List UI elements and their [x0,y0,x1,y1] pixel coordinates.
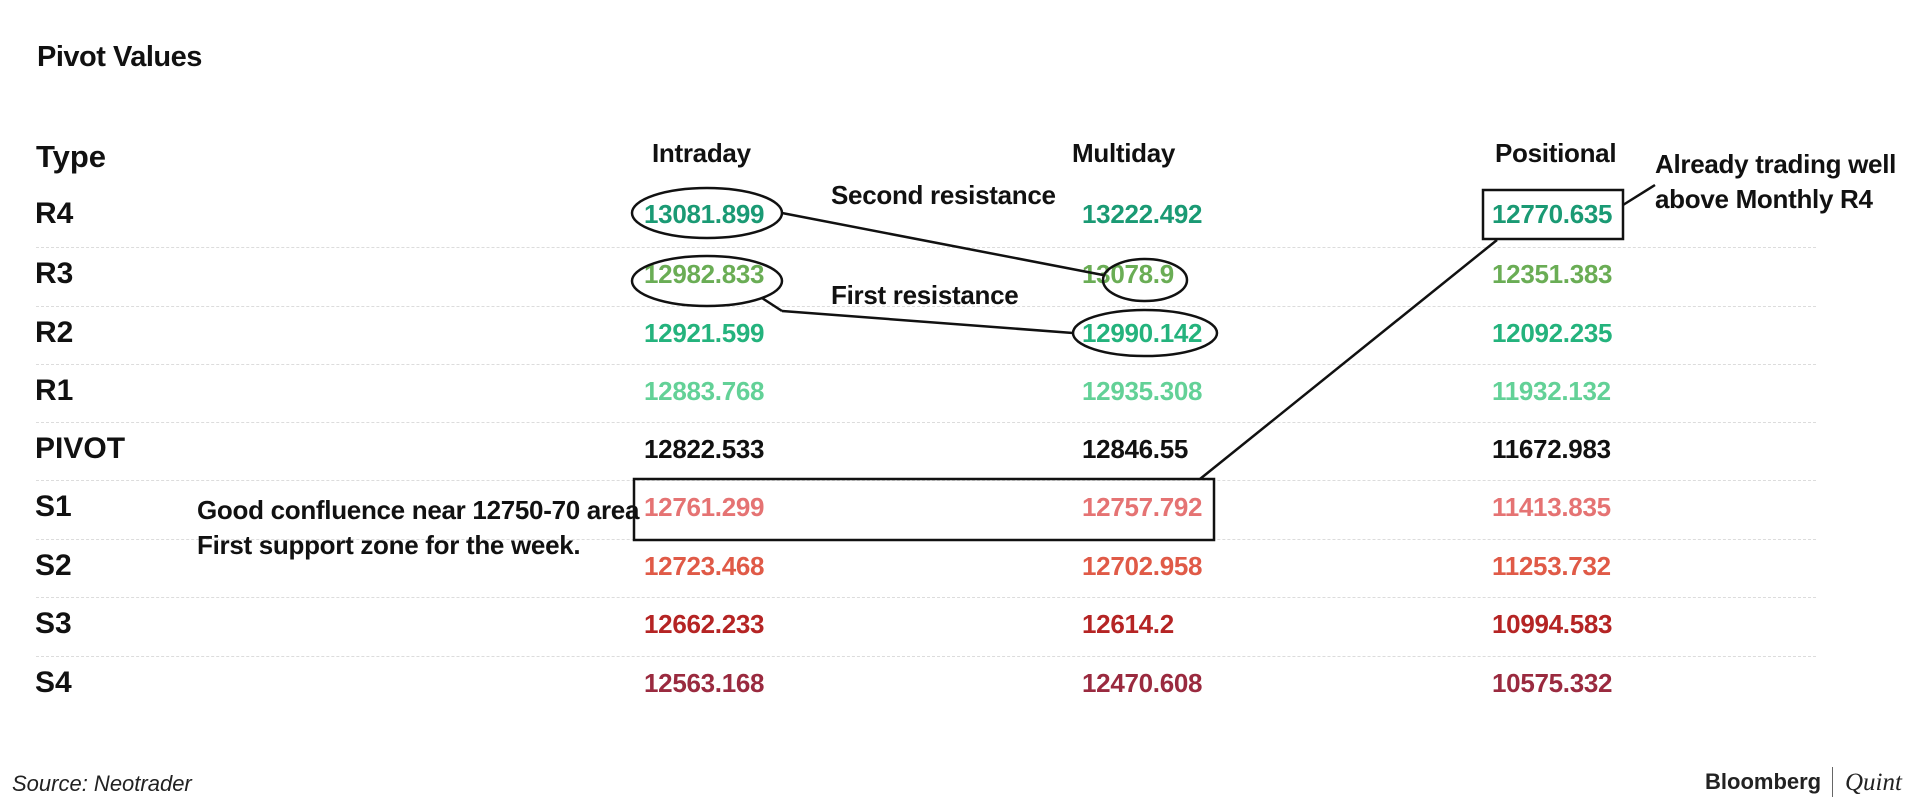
cell-s2-intraday: 12723.468 [644,551,765,581]
cell-s4-intraday: 12563.168 [644,668,765,698]
column-header-multiday: Multiday [1072,138,1176,168]
column-header-type: Type [36,139,107,174]
cell-r4-positional: 12770.635 [1492,199,1613,229]
cell-s3-positional: 10994.583 [1492,609,1613,639]
cell-r2-intraday: 12921.599 [644,318,765,348]
connector-first-resistance [781,309,1074,335]
row-label-r2: R2 [35,316,74,349]
cell-pivot-intraday: 12822.533 [644,434,765,464]
cell-r4-intraday: 13081.899 [644,199,765,229]
row-label-r3: R3 [35,257,74,290]
row-divider [36,247,1816,248]
connector-support-to-positional [1199,239,1498,480]
brand-logo-quint: Quint [1845,769,1902,796]
annotation-support-line1: Good confluence near 12750-70 area [197,495,640,525]
annotation-second-resistance: Second resistance [831,180,1056,210]
cell-pivot-positional: 11672.983 [1492,434,1611,464]
cell-r3-intraday: 12982.833 [644,259,765,289]
brand-logo-bloomberg: Bloomberg [1705,769,1822,794]
source-note: Source: Neotrader [12,771,192,796]
cell-r4-multiday: 13222.492 [1082,199,1203,229]
cell-r2-positional: 12092.235 [1492,318,1613,348]
column-header-intraday: Intraday [652,138,751,168]
annotation-support-line2: First support zone for the week. [197,530,581,560]
row-divider [36,656,1816,657]
row-label-r4: R4 [35,197,74,230]
cell-s1-intraday: 12761.299 [644,492,765,522]
connector-second-resistance [781,211,1104,277]
row-label-s1: S1 [35,490,72,523]
annotation-monthly-r4-line2: above Monthly R4 [1655,184,1873,214]
cell-r1-intraday: 12883.768 [644,376,765,406]
cell-r2-multiday: 12990.142 [1082,318,1203,348]
annotation-monthly-r4-line1: Already trading well [1655,149,1897,179]
page-title: Pivot Values [37,41,202,73]
cell-r3-multiday: 13078.9 [1082,259,1174,289]
row-label-s2: S2 [35,549,72,582]
column-header-positional: Positional [1495,138,1617,168]
cell-s4-multiday: 12470.608 [1082,668,1203,698]
row-label-r1: R1 [35,374,74,407]
cell-pivot-multiday: 12846.55 [1082,434,1189,464]
row-divider [36,306,1816,307]
row-label-s4: S4 [35,666,72,699]
annotation-first-resistance: First resistance [831,280,1019,310]
row-divider [36,422,1816,423]
row-divider [36,364,1816,365]
connector-first-resistance-tick [761,296,783,313]
cell-s3-intraday: 12662.233 [644,609,765,639]
brand-separator [1832,767,1833,797]
cell-r1-positional: 11932.132 [1492,376,1611,406]
row-divider [36,480,1816,481]
connector-monthly-r4 [1622,183,1656,207]
row-label-s3: S3 [35,607,72,640]
row-divider [36,597,1816,598]
cell-s1-multiday: 12757.792 [1082,492,1203,522]
cell-s2-multiday: 12702.958 [1082,551,1203,581]
cell-r1-multiday: 12935.308 [1082,376,1203,406]
cell-s2-positional: 11253.732 [1492,551,1611,581]
cell-s1-positional: 11413.835 [1492,492,1611,522]
row-label-pivot: PIVOT [35,432,126,465]
cell-r3-positional: 12351.383 [1492,259,1613,289]
cell-s3-multiday: 12614.2 [1082,609,1174,639]
cell-s4-positional: 10575.332 [1492,668,1613,698]
